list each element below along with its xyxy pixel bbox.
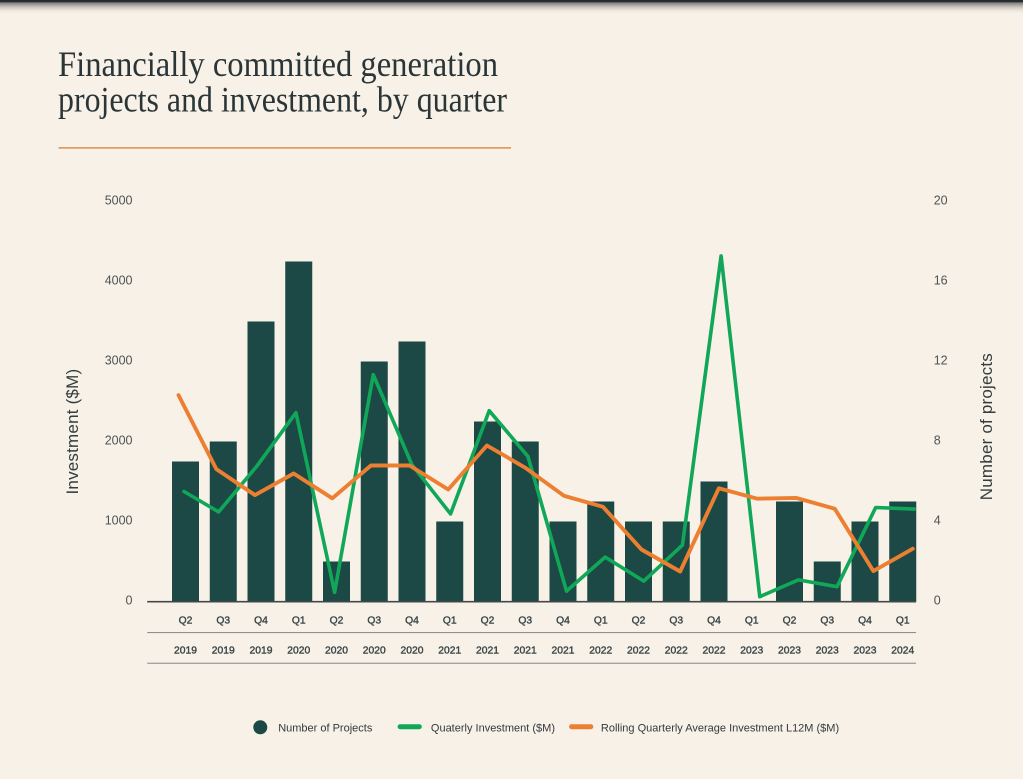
svg-text:Q3: Q3: [367, 615, 381, 626]
svg-text:16: 16: [934, 273, 948, 287]
svg-text:Q1: Q1: [594, 615, 608, 626]
svg-text:2019: 2019: [174, 646, 197, 657]
svg-text:2019: 2019: [250, 646, 273, 657]
svg-text:Q1: Q1: [896, 615, 910, 626]
svg-text:Quaterly Investment ($M): Quaterly Investment ($M): [431, 722, 555, 734]
svg-text:Q3: Q3: [820, 615, 834, 626]
svg-text:Financially committed generati: Financially committed generation: [58, 44, 498, 84]
svg-text:2023: 2023: [778, 646, 801, 657]
svg-text:2021: 2021: [552, 646, 575, 657]
svg-text:2024: 2024: [891, 646, 914, 657]
svg-text:Q4: Q4: [556, 615, 570, 626]
svg-text:Number of projects: Number of projects: [977, 353, 996, 500]
svg-text:2020: 2020: [401, 646, 424, 657]
svg-text:projects and investment, by qu: projects and investment, by quarter: [58, 79, 507, 119]
svg-text:Q3: Q3: [669, 615, 683, 626]
svg-text:2022: 2022: [703, 646, 726, 657]
svg-text:2020: 2020: [325, 646, 348, 657]
svg-text:20: 20: [934, 193, 948, 207]
svg-text:2021: 2021: [438, 646, 461, 657]
svg-text:0: 0: [934, 593, 941, 607]
svg-text:2021: 2021: [476, 646, 499, 657]
svg-text:Investment ($M): Investment ($M): [63, 369, 82, 495]
svg-text:Q2: Q2: [783, 615, 797, 626]
svg-text:4: 4: [934, 513, 941, 527]
svg-text:4000: 4000: [105, 273, 133, 287]
svg-text:2020: 2020: [363, 646, 386, 657]
svg-text:Q1: Q1: [745, 615, 759, 626]
svg-text:2000: 2000: [105, 433, 133, 447]
svg-text:2023: 2023: [740, 646, 763, 657]
svg-text:3000: 3000: [105, 353, 133, 367]
svg-text:1000: 1000: [105, 513, 133, 527]
svg-text:2022: 2022: [627, 646, 650, 657]
svg-text:2021: 2021: [514, 646, 537, 657]
svg-text:Q2: Q2: [632, 615, 646, 626]
svg-text:2022: 2022: [589, 646, 612, 657]
svg-text:12: 12: [934, 353, 948, 367]
svg-text:Q2: Q2: [481, 615, 495, 626]
svg-text:Q3: Q3: [518, 615, 532, 626]
svg-text:Q4: Q4: [707, 615, 721, 626]
svg-text:Q3: Q3: [216, 615, 230, 626]
svg-text:5000: 5000: [105, 193, 133, 207]
svg-text:2023: 2023: [854, 646, 877, 657]
svg-text:Q2: Q2: [179, 615, 193, 626]
svg-text:Number of Projects: Number of Projects: [278, 722, 373, 734]
svg-text:2020: 2020: [287, 646, 310, 657]
svg-text:2022: 2022: [665, 646, 688, 657]
svg-text:Q4: Q4: [858, 615, 872, 626]
svg-text:0: 0: [126, 593, 133, 607]
svg-text:8: 8: [934, 433, 941, 447]
svg-text:2023: 2023: [816, 646, 839, 657]
svg-text:Rolling Quarterly Average Inve: Rolling Quarterly Average Investment L12…: [601, 722, 839, 734]
svg-text:Q2: Q2: [330, 615, 344, 626]
svg-text:Q4: Q4: [254, 615, 268, 626]
svg-text:2019: 2019: [212, 646, 235, 657]
svg-text:Q1: Q1: [292, 615, 306, 626]
svg-text:Q4: Q4: [405, 615, 419, 626]
svg-text:Q1: Q1: [443, 615, 457, 626]
